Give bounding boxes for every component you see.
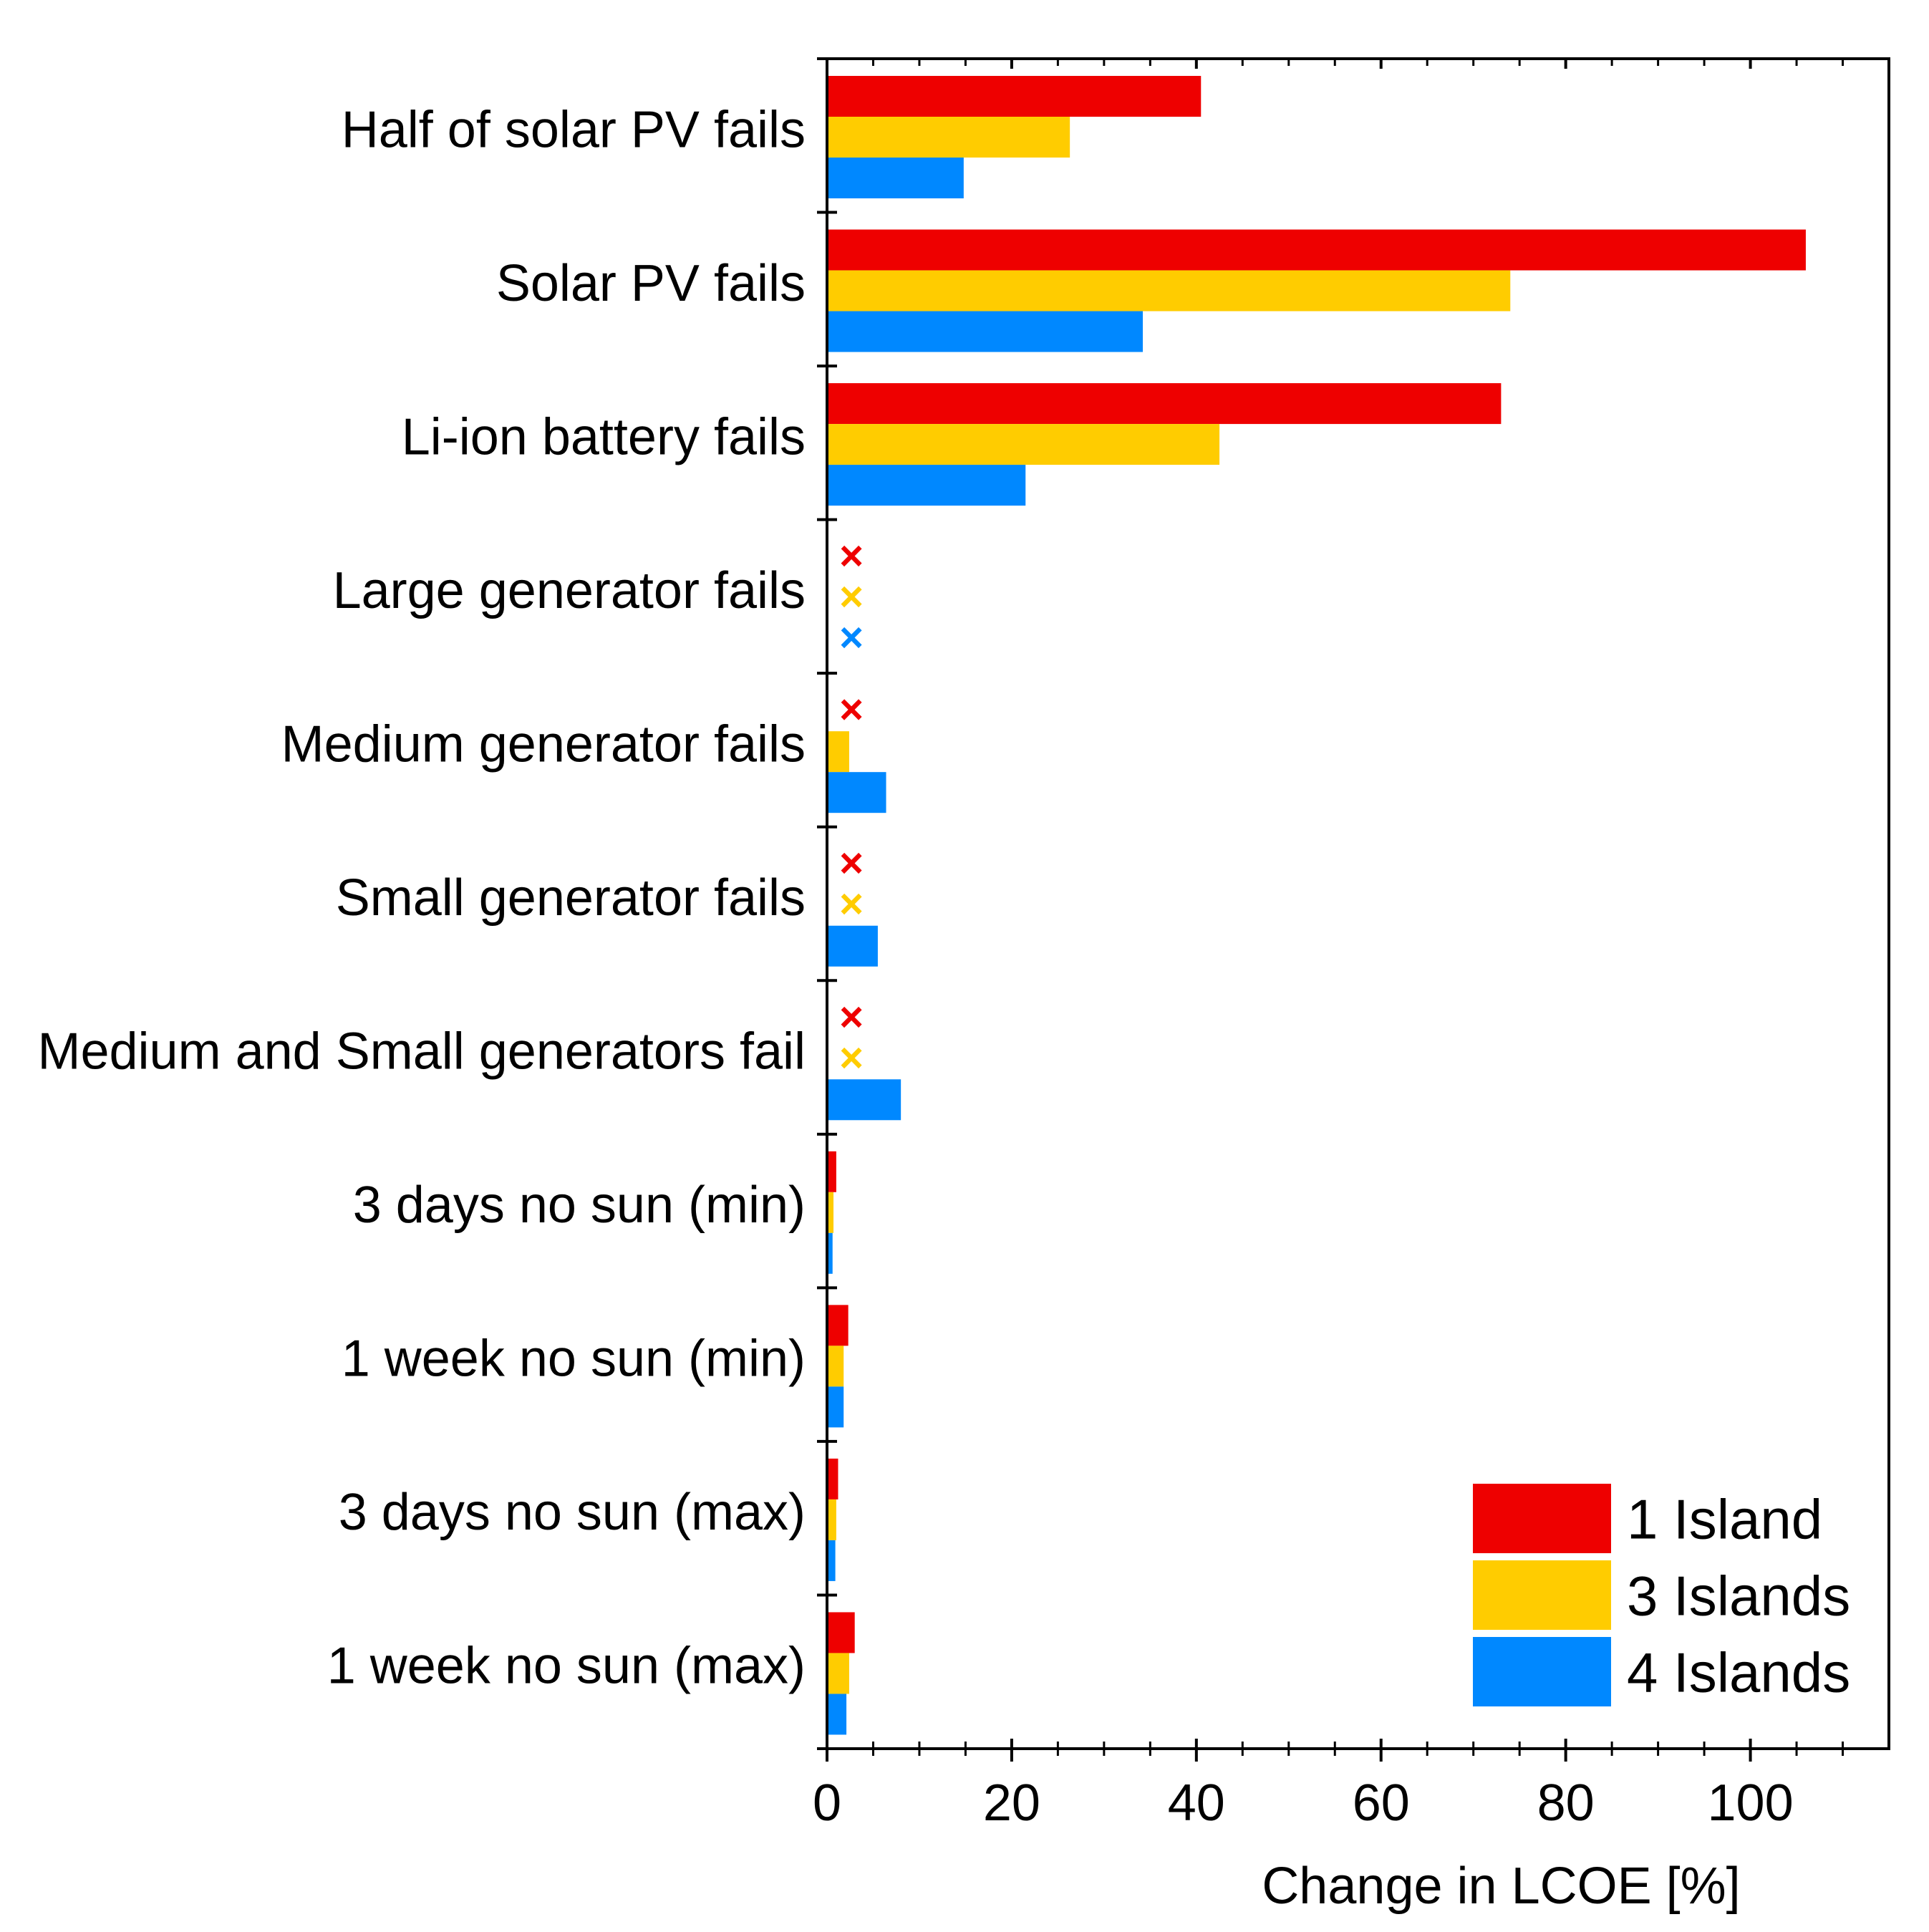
category-label-8: 1 week no sun (min): [342, 1330, 806, 1388]
category-label-6: Medium and Small generators fail: [37, 1023, 806, 1081]
bar-10-1: [827, 1653, 849, 1694]
failure-markers-layer: ××××××××: [839, 533, 864, 1081]
category-label-5: Small generator fails: [336, 869, 806, 927]
bar-8-2: [827, 1386, 844, 1428]
failure-marker-6-0: ×: [839, 994, 864, 1040]
bar-7-2: [827, 1232, 833, 1274]
legend-swatch-0: [1473, 1484, 1611, 1553]
bar-10-0: [827, 1612, 855, 1653]
x-tick-label-4: 80: [1537, 1774, 1595, 1832]
bar-2-1: [827, 424, 1220, 465]
legend-label-1: 3 Islands: [1627, 1565, 1850, 1628]
bar-9-2: [827, 1540, 836, 1581]
bar-5-2: [827, 925, 878, 967]
failure-marker-3-0: ×: [839, 533, 864, 579]
x-tick-label-1: 20: [983, 1774, 1040, 1832]
failure-marker-3-1: ×: [839, 574, 864, 620]
bar-8-1: [827, 1346, 844, 1387]
category-label-9: 3 days no sun (max): [339, 1484, 806, 1541]
failure-marker-6-1: ×: [839, 1035, 864, 1081]
labels-layer: 0 20 40 60 80 100 Half of solar PV fails Solar …: [37, 101, 1793, 1832]
bar-0-1: [827, 117, 1070, 158]
legend: 1 Island 3 Islands 4 Islands: [1473, 1484, 1850, 1706]
bar-10-2: [827, 1694, 847, 1735]
failure-marker-4-0: ×: [839, 687, 864, 733]
failure-marker-3-2: ×: [839, 614, 864, 661]
category-label-1: Solar PV fails: [496, 255, 806, 312]
category-label-4: Medium generator fails: [281, 715, 806, 773]
x-axis-title: Change in LCOE [%]: [1262, 1858, 1740, 1915]
bar-1-0: [827, 229, 1806, 271]
legend-label-0: 1 Island: [1627, 1488, 1822, 1551]
x-tick-label-0: 0: [813, 1774, 841, 1832]
bars-layer: [827, 76, 1806, 1735]
x-tick-label-5: 100: [1707, 1774, 1793, 1832]
category-label-10: 1 week no sun (max): [327, 1638, 806, 1695]
x-tick-label-3: 60: [1353, 1774, 1410, 1832]
bar-7-1: [827, 1192, 834, 1233]
bar-9-1: [827, 1499, 836, 1540]
bar-0-0: [827, 76, 1202, 117]
x-tick-label-2: 40: [1168, 1774, 1225, 1832]
legend-swatch-2: [1473, 1637, 1611, 1706]
failure-marker-5-0: ×: [839, 840, 864, 887]
bar-9-0: [827, 1458, 838, 1499]
bar-1-2: [827, 311, 1144, 352]
category-label-7: 3 days no sun (min): [353, 1177, 806, 1234]
bar-4-1: [827, 731, 849, 773]
bar-4-2: [827, 772, 886, 813]
category-label-3: Large generator fails: [333, 562, 806, 619]
plot-frame: [826, 57, 1890, 1750]
bar-2-0: [827, 383, 1502, 425]
bar-8-0: [827, 1305, 849, 1346]
bar-0-2: [827, 158, 964, 198]
axes-layer: [817, 57, 1890, 1762]
legend-label-2: 4 Islands: [1627, 1641, 1850, 1704]
bar-7-0: [827, 1151, 836, 1192]
category-label-0: Half of solar PV fails: [342, 101, 806, 158]
failure-marker-5-1: ×: [839, 881, 864, 927]
category-label-2: Li-ion battery fails: [402, 408, 806, 465]
bar-2-2: [827, 465, 1026, 506]
legend-swatch-1: [1473, 1560, 1611, 1630]
bar-1-1: [827, 270, 1511, 311]
bar-6-2: [827, 1079, 901, 1121]
